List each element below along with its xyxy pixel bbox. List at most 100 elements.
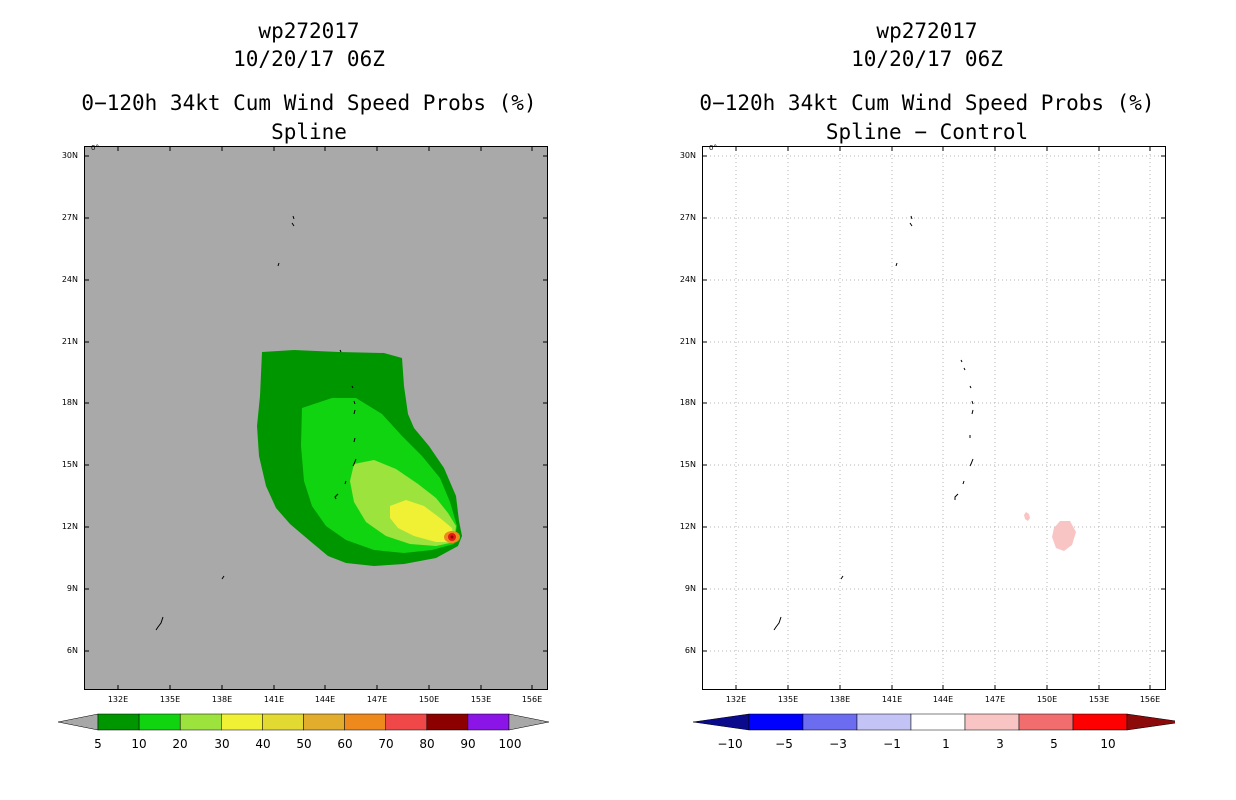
product-title: 0−120h 34kt Cum Wind Speed Probs (%): [699, 91, 1155, 115]
datetime: 10/20/17 06Z: [851, 47, 1003, 71]
colorbar-label: −10: [717, 737, 743, 751]
colorbar-swatch: [426, 713, 469, 731]
product-title: 0−120h 34kt Cum Wind Speed Probs (%): [81, 91, 537, 115]
lon-label: 135E: [777, 695, 799, 704]
colorbar-swatch: [385, 713, 428, 731]
right-panel: wp272017 10/20/17 06Z 0−120h 34kt Cum Wi…: [618, 0, 1236, 800]
lat-label: 12N: [679, 522, 696, 531]
colorbar-swatch: [1072, 713, 1128, 731]
lon-label: 135E: [159, 695, 181, 704]
lon-label: 141E: [881, 695, 903, 704]
colorbar-label: 5: [94, 737, 102, 751]
map-background: [702, 146, 1166, 690]
panel-subtitle: Spline − Control: [825, 120, 1029, 144]
storm-id: wp272017: [258, 19, 360, 43]
lat-label: 27N: [61, 213, 78, 222]
colorbar-label: 60: [337, 737, 353, 751]
tick-marks: [84, 146, 548, 690]
colorbar-label: −5: [775, 737, 793, 751]
lon-label: 132E: [107, 695, 129, 704]
diff-region: [1052, 521, 1076, 551]
colorbar-label: 5: [1050, 737, 1058, 751]
colorbar-swatch: [748, 713, 804, 731]
prob-contour-30: [390, 500, 454, 542]
tick-marks: [702, 146, 1166, 690]
colorbar-label: −3: [829, 737, 847, 751]
colorbar-swatch: [179, 713, 222, 731]
islands: [773, 215, 974, 631]
lon-label: 147E: [366, 695, 388, 704]
lat-label: 9N: [684, 584, 696, 593]
lon-label: 150E: [418, 695, 440, 704]
colorbar-swatch: [802, 713, 858, 731]
colorbar-label: 10: [1100, 737, 1116, 751]
lat-label: 6N: [66, 646, 78, 655]
colorbar-swatch: [221, 713, 263, 731]
colorbar-over-arrow: [508, 713, 550, 731]
colorbar-label: 40: [255, 737, 271, 751]
colorbar-swatch: [138, 713, 181, 731]
lat-label: 30N: [679, 151, 696, 160]
difference-colorbar: −10 −5 −3 −1 1 3 5 10: [675, 712, 1184, 758]
colorbar-label: 70: [378, 737, 394, 751]
panel-subtitle: Spline: [271, 120, 347, 144]
lat-label: 15N: [679, 460, 696, 469]
lon-label: 144E: [932, 695, 954, 704]
lon-label: 156E: [1139, 695, 1161, 704]
colorbar-label: −1: [883, 737, 901, 751]
lat-label: 24N: [61, 275, 78, 284]
difference-map-plot: [702, 146, 1166, 690]
lat-label: 15N: [61, 460, 78, 469]
colorbar-label: 50: [296, 737, 312, 751]
difference-map: 0° 30N 27N 24N 21N 18N 15N 12N 9N 6N 132…: [680, 145, 1166, 704]
colorbar-swatch: [964, 713, 1020, 731]
lat-label: 27N: [679, 213, 696, 222]
colorbar-swatch: [262, 713, 304, 731]
colorbar-label: 90: [460, 737, 476, 751]
gridlines: [702, 146, 1166, 690]
colorbar-under-arrow: [57, 713, 99, 731]
probability-colorbar: 5 10 20 30 40 50 60 70 80 90 100: [57, 712, 557, 758]
lat-label: 9N: [66, 584, 78, 593]
colorbar-swatch: [344, 713, 386, 731]
lon-label: 153E: [470, 695, 492, 704]
lat-label: 18N: [679, 398, 696, 407]
colorbar-swatch: [856, 713, 912, 731]
colorbar-label: 80: [419, 737, 435, 751]
map-frame: [702, 146, 1166, 690]
lon-label: 147E: [984, 695, 1006, 704]
lon-label: 132E: [725, 695, 747, 704]
colorbar-label: 100: [498, 737, 522, 751]
lon-label: 138E: [829, 695, 851, 704]
islands: [155, 215, 357, 631]
lat-label: 30N: [61, 151, 78, 160]
colorbar-swatch: [1018, 713, 1074, 731]
map-frame: [84, 146, 548, 690]
probability-map: 0° 30N 27N 24N 21N 18N 15N 12N 9N 6N 132…: [62, 144, 548, 704]
degree-mark: 0°: [91, 144, 99, 152]
colorbar-swatch: [467, 713, 510, 731]
lat-label: 6N: [684, 646, 696, 655]
colorbar-swatch: [97, 713, 140, 731]
datetime: 10/20/17 06Z: [233, 47, 385, 71]
lat-label: 21N: [679, 337, 696, 346]
colorbar-label: 3: [996, 737, 1004, 751]
lon-label: 144E: [314, 695, 336, 704]
lon-label: 150E: [1036, 695, 1058, 704]
lat-label: 24N: [679, 275, 696, 284]
prob-max-dot: [450, 535, 454, 539]
colorbar-over-arrow: [1126, 713, 1184, 731]
left-panel: wp272017 10/20/17 06Z 0−120h 34kt Cum Wi…: [57, 19, 557, 758]
colorbar-right-swatches: [692, 713, 1184, 731]
lat-label: 21N: [61, 337, 78, 346]
colorbar-swatch: [910, 713, 966, 731]
probability-map-plot: [84, 146, 548, 690]
colorbar-under-arrow: [692, 713, 750, 731]
lat-label: 18N: [61, 398, 78, 407]
lon-label: 138E: [211, 695, 233, 704]
colorbar-label: 30: [214, 737, 230, 751]
lon-label: 141E: [263, 695, 285, 704]
colorbar-swatch: [303, 713, 345, 731]
diff-region: [1024, 512, 1030, 521]
colorbar-label: 1: [942, 737, 950, 751]
